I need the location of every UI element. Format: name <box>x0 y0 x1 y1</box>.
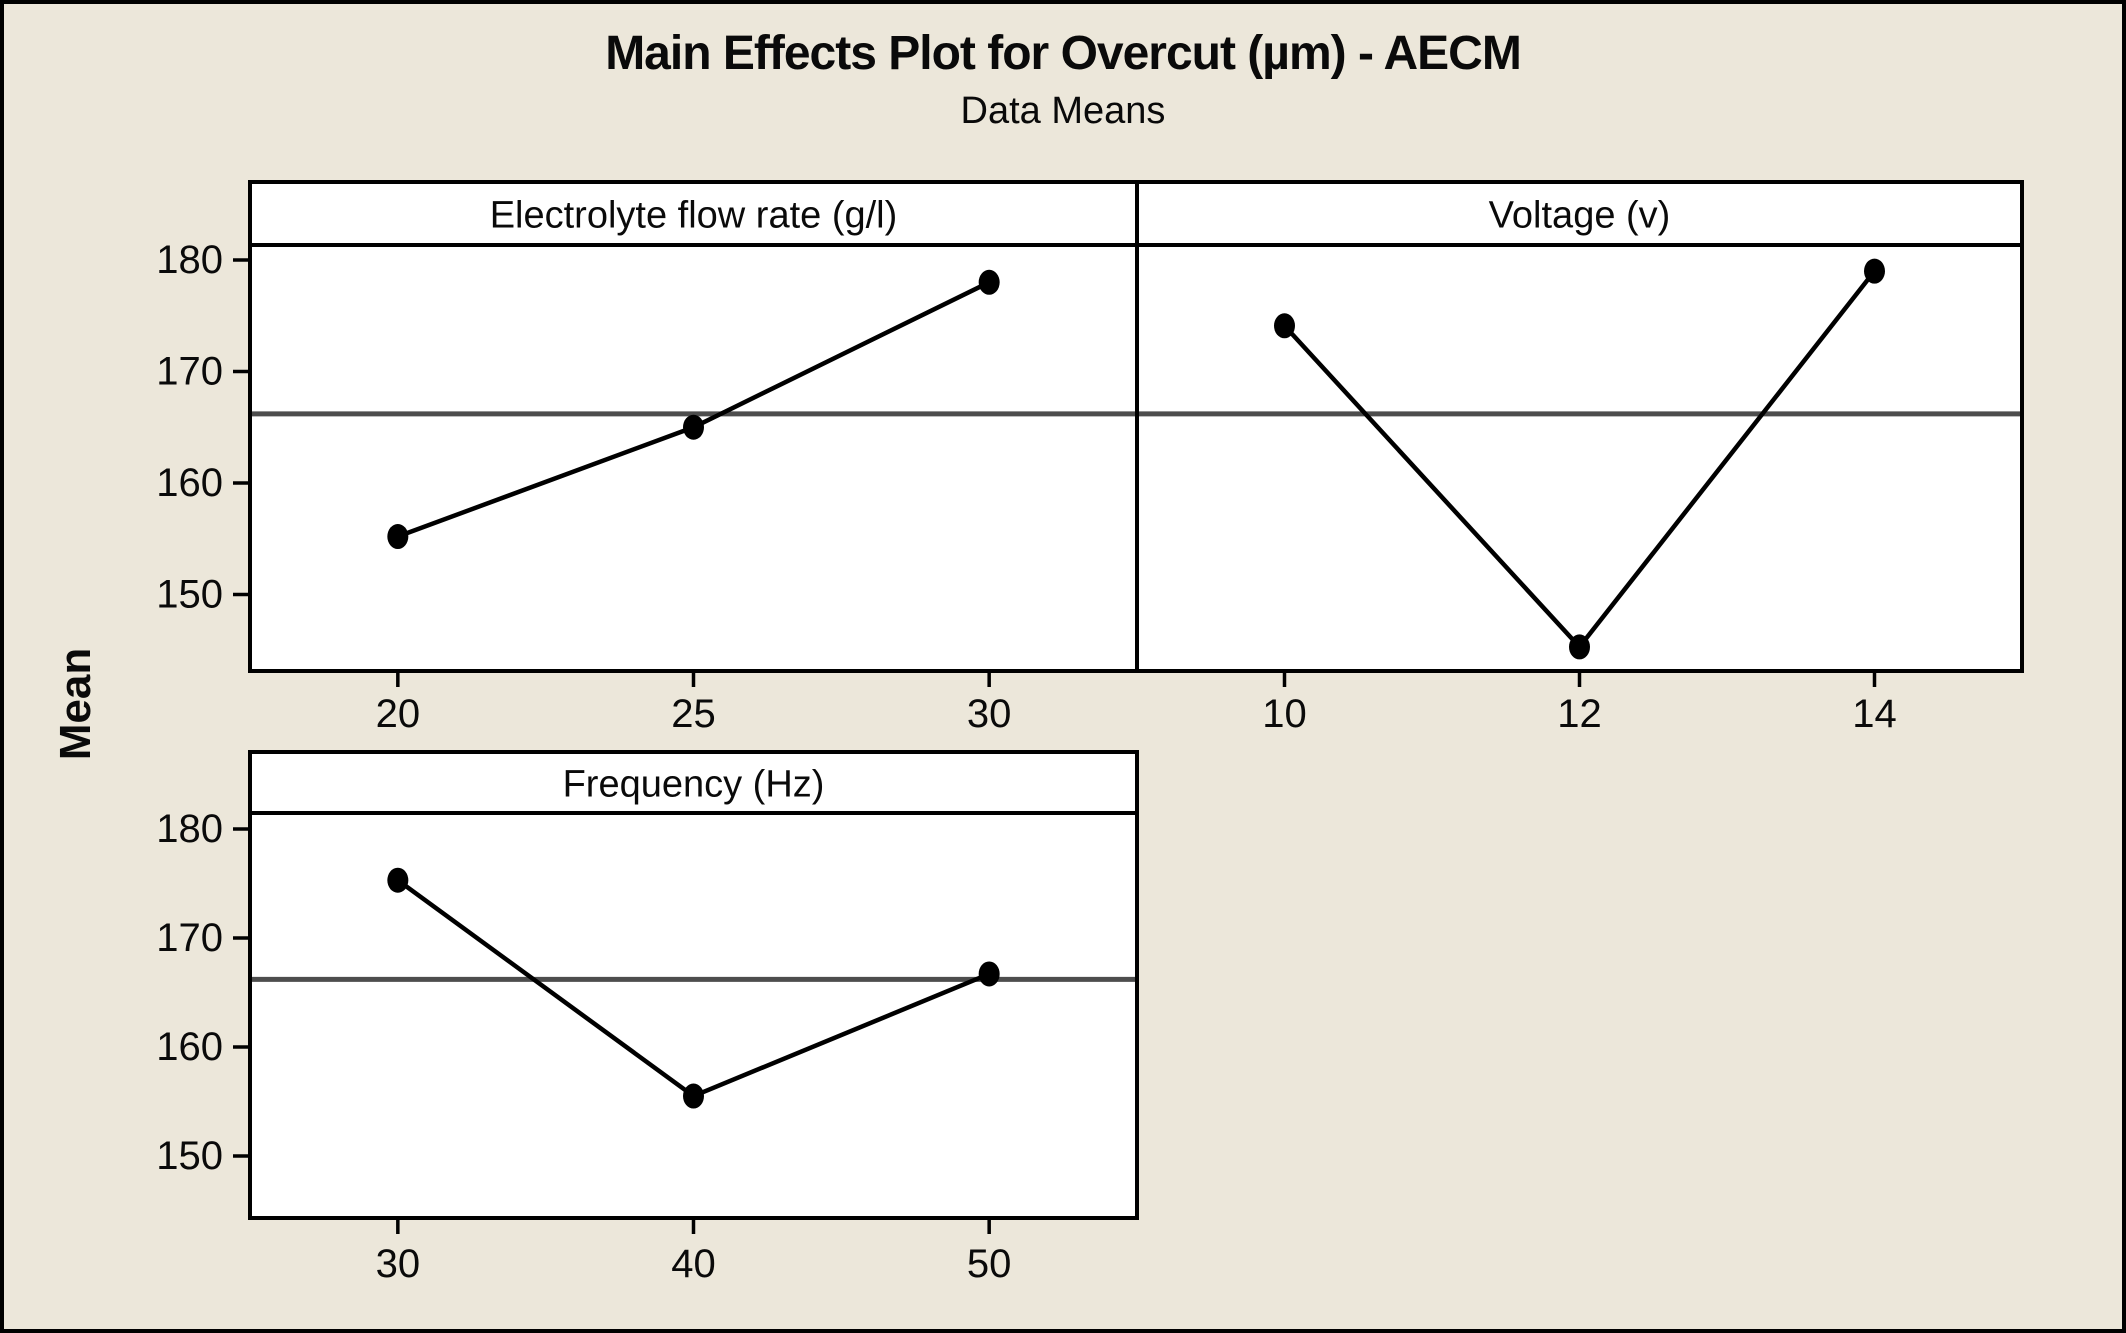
y-tick-label: 150 <box>156 573 223 617</box>
x-tick-label: 30 <box>376 1242 421 1286</box>
y-tick-label: 160 <box>156 461 223 505</box>
y-tick-label: 180 <box>156 807 223 851</box>
x-tick-label: 20 <box>376 692 421 736</box>
x-tick-label: 50 <box>967 1242 1012 1286</box>
x-tick-label: 40 <box>671 1242 716 1286</box>
panel-background <box>1137 182 2022 671</box>
chart-subtitle: Data Means <box>960 90 1166 132</box>
y-tick-label: 150 <box>156 1134 223 1178</box>
x-tick-label: 10 <box>1262 692 1307 736</box>
x-tick-label: 25 <box>671 692 716 736</box>
data-point <box>1569 634 1590 660</box>
x-tick-label: 14 <box>1852 692 1897 736</box>
panel-title: Voltage (v) <box>1489 195 1671 237</box>
data-point <box>387 524 409 550</box>
panel-frame <box>248 750 1139 1220</box>
y-tick-label: 160 <box>156 1025 223 1069</box>
y-tick-label: 180 <box>156 238 223 282</box>
data-point <box>978 269 1000 295</box>
panel-title: Frequency (Hz) <box>563 764 825 806</box>
data-point <box>683 414 704 440</box>
data-point <box>1274 313 1295 339</box>
panel-frame <box>1135 180 2024 673</box>
data-point <box>683 1083 704 1109</box>
data-point <box>387 867 409 893</box>
x-tick-label: 30 <box>967 692 1012 736</box>
y-tick-label: 170 <box>156 916 223 960</box>
panel-title: Electrolyte flow rate (g/l) <box>490 195 898 237</box>
data-point <box>1864 258 1885 284</box>
panel-background <box>250 752 1137 1218</box>
x-tick-label: 12 <box>1557 692 1602 736</box>
chart-title: Main Effects Plot for Overcut (µm) - AEC… <box>605 27 1522 80</box>
y-tick-label: 170 <box>156 350 223 394</box>
data-point <box>978 961 1000 987</box>
